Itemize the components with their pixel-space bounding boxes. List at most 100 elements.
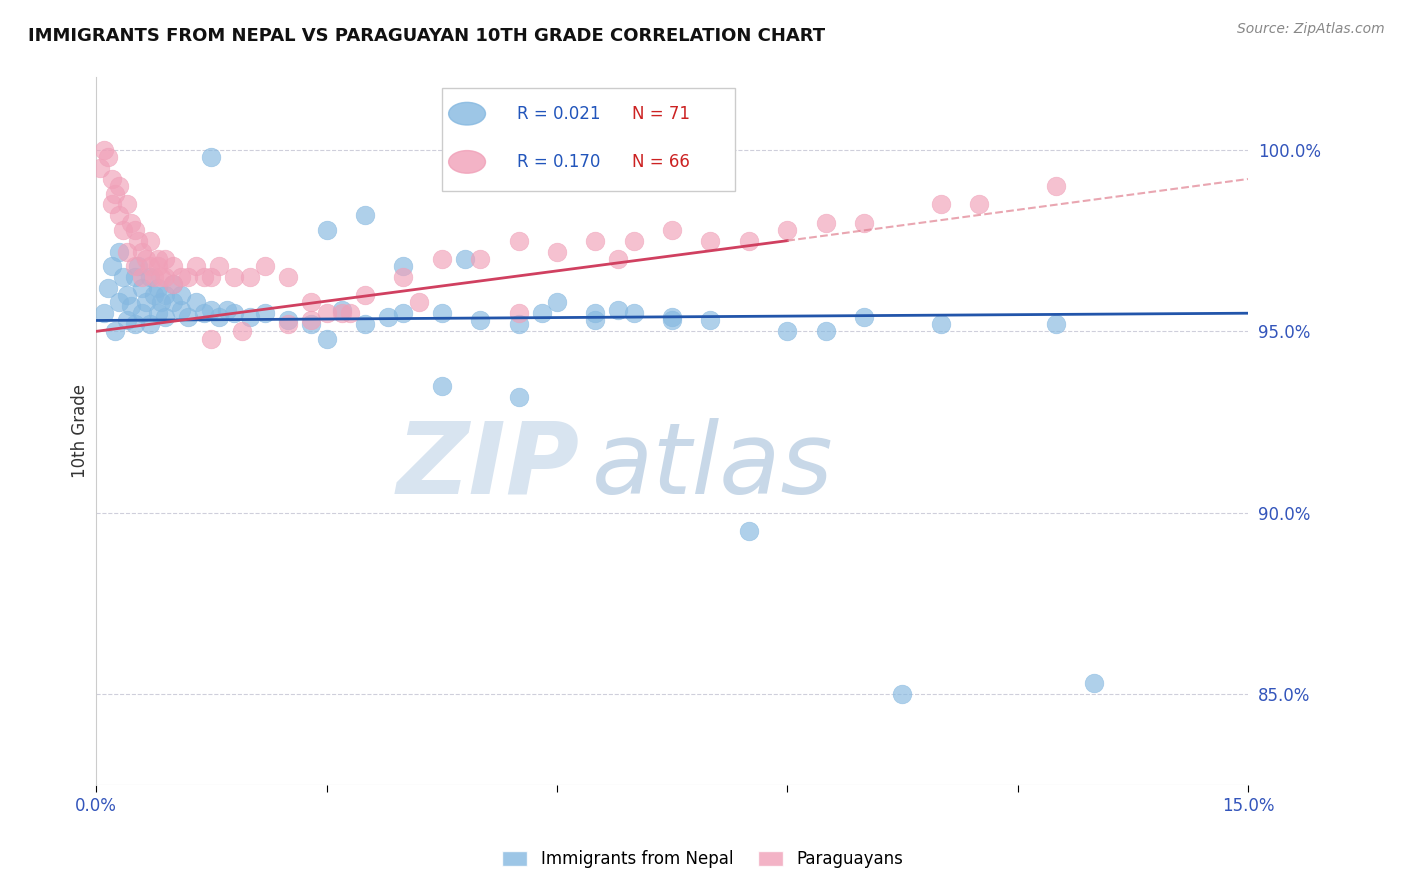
Point: [408, 295, 430, 310]
Point: [208, 310, 231, 324]
Point: [135, 252, 157, 266]
Text: IMMIGRANTS FROM NEPAL VS PARAGUAYAN 10TH GRADE CORRELATION CHART: IMMIGRANTS FROM NEPAL VS PARAGUAYAN 10TH…: [28, 27, 825, 45]
Point: [239, 269, 262, 284]
Point: [392, 269, 415, 284]
Point: [200, 269, 222, 284]
Point: [299, 313, 322, 327]
Point: [115, 313, 138, 327]
Point: [430, 378, 453, 392]
Point: [112, 223, 135, 237]
Point: [699, 313, 721, 327]
Point: [776, 324, 799, 338]
Point: [115, 197, 138, 211]
Point: [430, 306, 453, 320]
Point: [162, 259, 184, 273]
Point: [315, 332, 337, 346]
Point: [546, 295, 568, 310]
Point: [254, 259, 277, 273]
Point: [315, 306, 337, 320]
Point: [108, 208, 131, 222]
Point: [104, 324, 127, 338]
Point: [184, 295, 207, 310]
Circle shape: [449, 103, 485, 125]
Point: [127, 234, 149, 248]
Point: [150, 269, 173, 284]
Point: [392, 306, 415, 320]
Point: [108, 179, 131, 194]
Point: [508, 317, 530, 331]
Point: [124, 317, 146, 331]
Point: [193, 269, 215, 284]
Point: [146, 306, 169, 320]
Text: atlas: atlas: [592, 418, 834, 515]
Point: [131, 244, 153, 259]
Point: [583, 306, 606, 320]
Point: [155, 252, 177, 266]
Point: [814, 215, 837, 229]
Point: [146, 259, 169, 273]
Point: [354, 317, 377, 331]
Point: [454, 252, 477, 266]
Point: [162, 277, 184, 292]
Point: [814, 324, 837, 338]
Point: [354, 288, 377, 302]
Point: [115, 288, 138, 302]
Point: [155, 288, 177, 302]
Point: [392, 259, 415, 273]
Point: [508, 306, 530, 320]
Point: [112, 269, 135, 284]
Point: [315, 223, 337, 237]
Point: [623, 306, 645, 320]
Point: [200, 150, 222, 164]
Point: [124, 259, 146, 273]
Point: [139, 269, 162, 284]
Point: [661, 310, 683, 324]
Point: [546, 244, 568, 259]
Point: [239, 310, 262, 324]
Point: [93, 143, 115, 157]
Point: [93, 306, 115, 320]
Point: [430, 252, 453, 266]
Point: [853, 310, 876, 324]
Point: [169, 269, 191, 284]
Point: [89, 161, 111, 175]
Point: [661, 313, 683, 327]
Point: [1083, 676, 1105, 690]
Point: [530, 306, 553, 320]
Point: [120, 215, 142, 229]
Point: [699, 234, 721, 248]
Point: [738, 234, 761, 248]
Point: [146, 281, 169, 295]
Point: [131, 269, 153, 284]
Point: [508, 234, 530, 248]
Text: Source: ZipAtlas.com: Source: ZipAtlas.com: [1237, 22, 1385, 37]
Point: [139, 259, 162, 273]
Point: [124, 223, 146, 237]
Point: [508, 390, 530, 404]
Point: [468, 313, 491, 327]
Point: [115, 244, 138, 259]
Point: [139, 317, 162, 331]
Point: [162, 277, 184, 292]
Text: ZIP: ZIP: [396, 418, 579, 515]
Point: [155, 310, 177, 324]
Point: [150, 295, 173, 310]
Point: [215, 302, 238, 317]
Point: [139, 234, 162, 248]
Point: [1045, 179, 1067, 194]
Point: [299, 295, 322, 310]
Point: [277, 317, 299, 331]
Point: [354, 208, 377, 222]
Point: [135, 295, 157, 310]
Point: [224, 269, 246, 284]
Point: [277, 269, 299, 284]
Point: [155, 269, 177, 284]
Point: [146, 252, 169, 266]
Point: [224, 306, 246, 320]
Point: [100, 172, 122, 186]
Point: [142, 269, 165, 284]
Point: [100, 259, 122, 273]
Point: [967, 197, 990, 211]
Point: [120, 299, 142, 313]
Point: [177, 269, 200, 284]
